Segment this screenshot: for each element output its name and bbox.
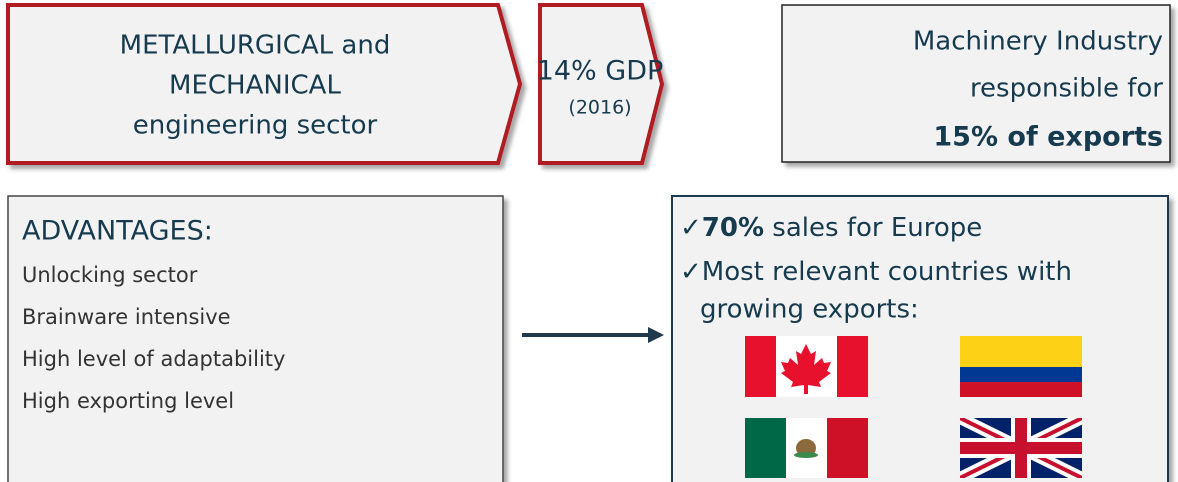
flag-uk (960, 418, 1082, 478)
highlight-item: ✓Most relevant countries with (680, 257, 1072, 287)
check-mark: ✓ (680, 257, 702, 287)
sector-line: METALLURGICAL and (120, 31, 391, 61)
gdp-value: 14% GDP (537, 56, 664, 87)
exports-line: responsible for (970, 74, 1163, 104)
advantage-item: Brainware intensive (22, 305, 231, 329)
advantage-item: Unlocking sector (22, 263, 198, 287)
flag-canada (745, 336, 868, 397)
exports-line: Machinery Industry (913, 27, 1163, 57)
sector-line: MECHANICAL (169, 71, 341, 101)
advantages-box (7, 195, 504, 482)
arrow-head (648, 327, 664, 343)
advantage-item: High exporting level (22, 389, 234, 413)
flag-mexico (745, 418, 868, 478)
highlight-item: ✓70% sales for Europe (680, 213, 982, 243)
advantage-item: High level of adaptability (22, 347, 285, 371)
gdp-year: (2016) (568, 97, 631, 119)
highlight-text: Most relevant countries with (702, 257, 1072, 287)
gdp-chevron (538, 3, 665, 165)
highlight-text: sales for Europe (764, 213, 982, 243)
highlight-bold: 70% (702, 213, 764, 243)
sector-line: engineering sector (133, 111, 378, 141)
exports-box (781, 4, 1171, 163)
advantages-title: ADVANTAGES: (22, 216, 213, 247)
exports-highlight: 15% of exports (933, 122, 1163, 153)
sector-chevron (6, 3, 523, 165)
check-mark: ✓ (680, 213, 702, 243)
flag-colombia (960, 336, 1082, 397)
highlight-continuation: growing exports: (700, 295, 919, 325)
